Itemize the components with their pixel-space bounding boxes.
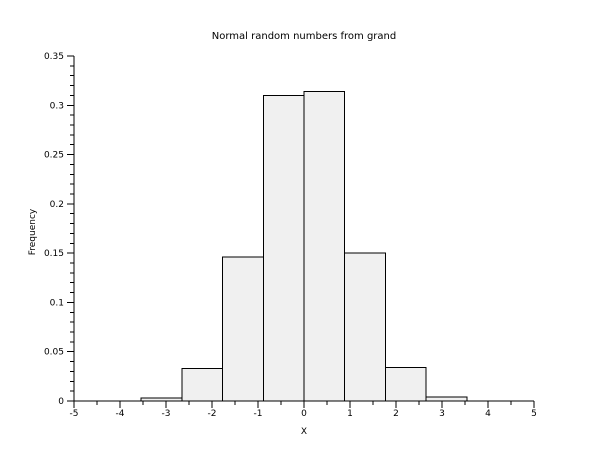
histogram-bar [384,367,427,402]
histogram-bar [263,94,305,402]
y-tick-label: 0.2 [50,200,64,210]
x-axis-label: X [300,427,308,437]
x-tick-label: 5 [531,409,537,419]
y-axis-label: Frequency [28,208,38,256]
x-tick-label: -2 [208,409,217,419]
y-tick-label: 0.25 [44,151,64,161]
histogram-bar [222,256,265,402]
y-tick-label: 0.1 [50,298,64,308]
x-tick-label: 0 [301,409,307,419]
y-tick-label: 0.35 [44,52,64,62]
histogram-bars [140,91,468,402]
y-tick-label: 0.15 [44,249,64,259]
y-tick-label: 0.3 [50,101,64,111]
tick-labels: -5 -4 -3 -2 -1 0 1 2 3 4 5 0 0.05 0.1 0.15 0.2 0.25 0.3 0.… [44,52,537,419]
x-tick-label: -4 [116,409,125,419]
x-tick-label: -3 [162,409,171,419]
histogram-bar [425,396,468,402]
x-tick-label: 2 [393,409,399,419]
x-tick-label: 3 [439,409,445,419]
x-tick-label: 4 [485,409,491,419]
chart-title: Normal random numbers from grand [211,31,397,42]
histogram-bar [181,368,224,402]
y-tick-label: 0.05 [44,348,64,358]
histogram-bar [303,91,345,402]
x-tick-label: 1 [347,409,353,419]
y-tick-label: 0 [58,397,64,407]
axes [67,55,535,408]
histogram-bar [344,252,386,402]
x-tick-label: -5 [70,409,79,419]
x-tick-label: -1 [254,409,263,419]
